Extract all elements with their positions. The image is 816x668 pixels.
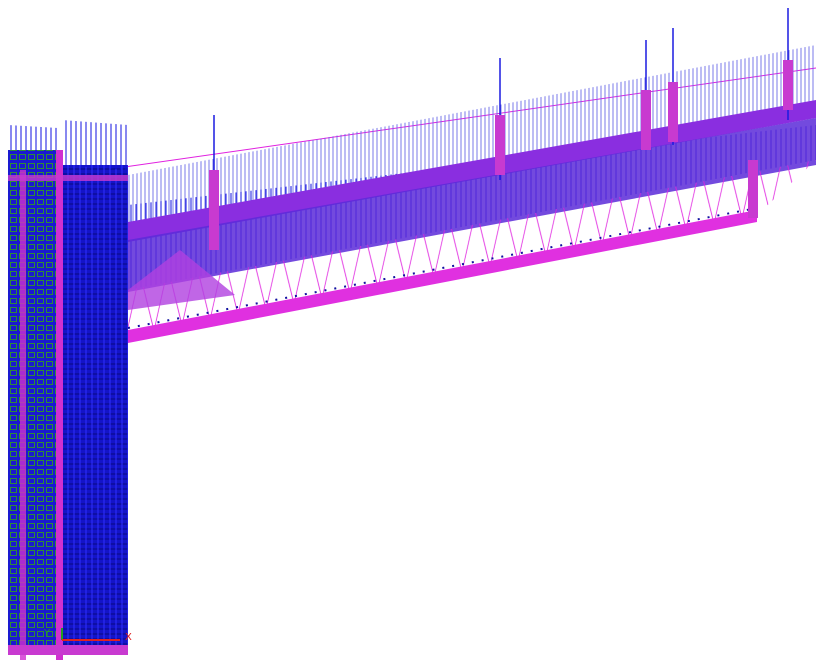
axis-triad: Y X (43, 628, 132, 643)
support-markers (127, 207, 758, 329)
deck-sag (128, 250, 235, 310)
axis-label-x: X (125, 632, 132, 643)
tower (8, 120, 128, 660)
axis-label-y: Y (43, 628, 51, 639)
deck-slab (128, 118, 816, 292)
deck-bottom-chord (128, 210, 757, 343)
truss-bracing (128, 160, 816, 338)
posts (209, 60, 793, 250)
